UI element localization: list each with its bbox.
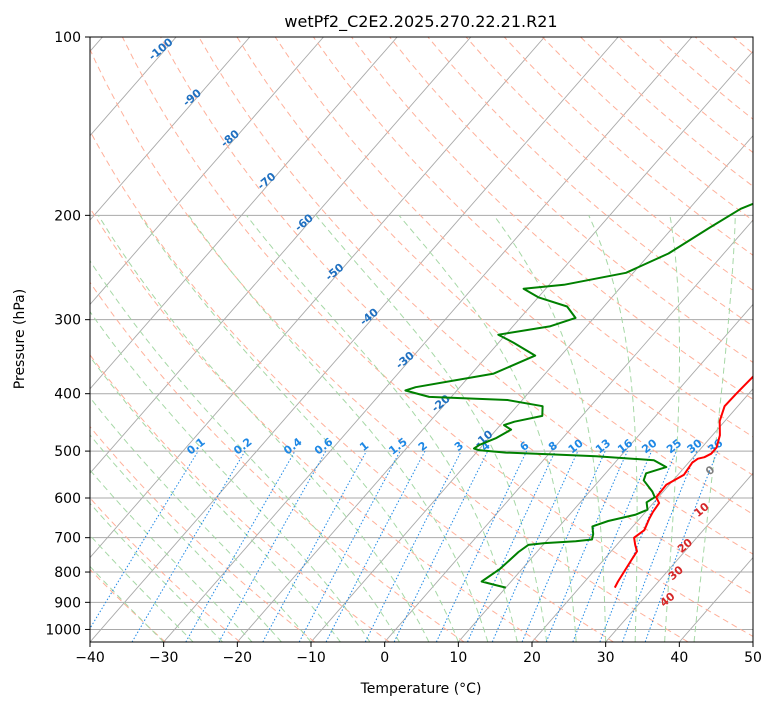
x-tick-label: 20 <box>523 650 541 666</box>
x-tick-label: 0 <box>380 650 389 666</box>
y-tick-label: 700 <box>54 531 81 547</box>
x-tick-label: −40 <box>75 650 105 666</box>
moist-adiabat-line <box>315 214 548 642</box>
mixing-ratio-line <box>298 450 401 642</box>
y-tick-label: 1000 <box>45 622 81 638</box>
mixing-ratio-line <box>90 450 199 630</box>
moist-adiabat-line <box>90 396 312 642</box>
isotherm-line <box>605 472 753 642</box>
y-tick-label: 100 <box>54 30 81 46</box>
isotherm-line <box>457 303 753 642</box>
temperature-profile-line <box>613 375 753 589</box>
x-axis-label: Temperature (°C) <box>360 681 482 697</box>
moist-adiabat-line <box>90 469 253 642</box>
dry-adiabat-line <box>90 281 465 642</box>
moist-adiabat-line <box>90 434 282 642</box>
mixing-ratio-line <box>325 450 426 642</box>
x-tick-label: 30 <box>597 650 615 666</box>
isotherm-line <box>90 37 324 306</box>
mixing-ratio-line <box>521 450 606 642</box>
y-tick-label: 400 <box>54 387 81 403</box>
dry-adiabat-line <box>351 37 753 400</box>
dry-adiabat-line <box>121 37 753 638</box>
plot-frame <box>89 36 754 643</box>
y-tick-label: 200 <box>54 208 81 224</box>
mixing-ratio-line <box>262 450 367 642</box>
dry-adiabat-line <box>427 37 753 327</box>
moist-adiabat-line <box>90 502 223 642</box>
moist-adiabat-line <box>90 534 194 642</box>
x-tick-label: −30 <box>149 650 179 666</box>
mixing-ratio-line <box>435 450 528 642</box>
y-tick-label: 500 <box>54 444 81 460</box>
dry-adiabat-line <box>90 207 540 642</box>
dry-adiabat-line <box>90 48 689 642</box>
mixing-ratio-line <box>364 450 462 642</box>
y-tick-label: 300 <box>54 313 81 329</box>
y-tick-label: 600 <box>54 491 81 507</box>
mixing-ratio-line <box>467 450 556 642</box>
moist-adiabat-line <box>664 215 680 642</box>
dry-adiabat-line <box>90 354 390 642</box>
x-tick-label: 10 <box>449 650 467 666</box>
mixing-ratio-line <box>218 450 327 642</box>
x-tick-label: 50 <box>744 650 762 666</box>
mixing-ratio-line <box>621 450 698 642</box>
moist-adiabat-line <box>139 215 459 642</box>
dewpoint-profile-line <box>404 202 753 589</box>
isotherm-line <box>384 219 753 642</box>
mixing-ratio-line <box>572 450 653 642</box>
x-tick-label: −20 <box>223 650 253 666</box>
isotherm-line <box>90 37 472 474</box>
isotherm-line <box>90 37 619 642</box>
isotherm-line <box>310 135 753 642</box>
y-tick-label: 900 <box>54 595 81 611</box>
dry-adiabat-line <box>389 37 753 364</box>
moist-adiabat-line <box>398 214 577 642</box>
moist-adiabat-line <box>97 215 430 642</box>
moist-adiabat-line <box>90 565 165 642</box>
moist-adiabat-line <box>90 259 400 642</box>
mixing-ratio-line <box>644 450 719 642</box>
moist-adiabat-line <box>90 310 371 642</box>
isotherm-line <box>90 37 398 390</box>
y-tick-label: 800 <box>54 565 81 581</box>
plot-area: 0.1 0.2 0.4 0.6 1 1.5 2 3 4 6 8 10 13 16 20 25 30 36-100-… <box>90 37 753 642</box>
moist-adiabat-line <box>588 215 638 642</box>
moist-adiabat-line <box>246 214 518 642</box>
chart-title: wetPf2_C2E2.2025.270.22.21.R21 <box>284 12 557 32</box>
dry-adiabat-line <box>90 568 166 642</box>
axis-ticks: −40 −30 −20 −10 0 10 20 30 40 50 100 200 300 400 500 60… <box>45 30 762 666</box>
dry-adiabat-line <box>90 425 316 642</box>
moist-adiabat-line <box>693 215 736 642</box>
x-tick-label: −10 <box>296 650 326 666</box>
mixing-ratio-line <box>545 450 628 642</box>
isotherm-line <box>236 50 753 642</box>
isotherm-line <box>163 37 693 642</box>
mixing-ratio-line <box>491 450 579 642</box>
moist-adiabat-line <box>493 215 607 642</box>
y-axis-label: Pressure (hPa) <box>12 289 28 389</box>
dry-adiabat-line <box>465 37 753 292</box>
isotherm-line <box>90 37 251 221</box>
isotherm-line <box>90 37 545 559</box>
dry-adiabat-line <box>90 497 241 642</box>
x-tick-label: 40 <box>670 650 688 666</box>
isotherm-line <box>531 388 753 642</box>
